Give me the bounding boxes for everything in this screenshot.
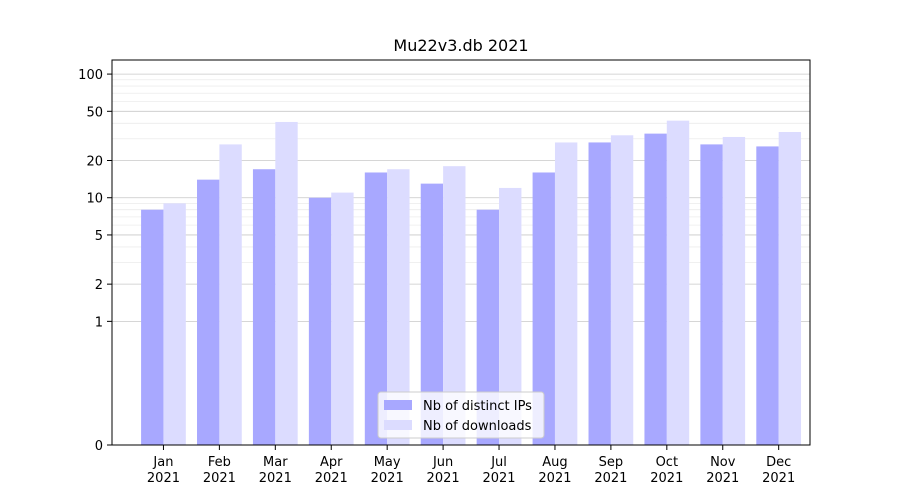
- bar-downloads-aug: [554, 142, 578, 445]
- bar-downloads-feb: [219, 144, 242, 445]
- y-tick-label: 20: [86, 155, 103, 170]
- y-tick-label: 100: [78, 68, 103, 83]
- x-tick-label-year: 2021: [650, 471, 683, 486]
- x-tick-label-month: Apr: [320, 455, 343, 470]
- y-tick-label: 50: [86, 105, 103, 120]
- y-tick-label: 2: [95, 278, 103, 293]
- bar-downloads-oct: [666, 120, 690, 446]
- x-tick-label-month: Nov: [710, 455, 736, 470]
- bar-downloads-nov: [722, 136, 746, 445]
- bar-distinct-ips-jan: [141, 209, 164, 445]
- y-tick-label: 0: [95, 439, 103, 454]
- x-tick-label-year: 2021: [538, 471, 571, 486]
- bar-downloads-sep: [610, 135, 634, 445]
- bar-distinct-ips-oct: [644, 133, 667, 445]
- bar-distinct-ips-feb: [197, 179, 220, 446]
- x-tick-label-month: Jul: [490, 455, 507, 470]
- x-tick-label-year: 2021: [706, 471, 739, 486]
- bar-downloads-jan: [163, 203, 186, 445]
- bar-distinct-ips-mar: [252, 169, 276, 445]
- x-tick-label-year: 2021: [427, 471, 460, 486]
- bars: [141, 120, 802, 446]
- x-tick-label-year: 2021: [259, 471, 292, 486]
- x-tick-label-year: 2021: [203, 471, 236, 486]
- x-tick-label-year: 2021: [371, 471, 404, 486]
- x-tick-label-month: Aug: [542, 455, 567, 470]
- bar-downloads-may: [387, 169, 410, 445]
- x-tick-label-month: Mar: [263, 455, 288, 470]
- chart-title: Mu22v3.db 2021: [393, 36, 528, 55]
- y-tick-label: 1: [95, 315, 103, 330]
- x-tick-label-year: 2021: [482, 471, 515, 486]
- x-tick-label-year: 2021: [315, 471, 348, 486]
- y-tick-label: 5: [95, 229, 103, 244]
- legend-swatch: [384, 400, 412, 410]
- bar-distinct-ips-may: [364, 172, 388, 446]
- x-tick-label-year: 2021: [147, 471, 180, 486]
- bar-distinct-ips-sep: [588, 142, 611, 445]
- legend-label: Nb of downloads: [423, 419, 532, 434]
- x-tick-label-month: Oct: [656, 455, 678, 470]
- legend-label: Nb of distinct IPs: [423, 399, 532, 414]
- bar-downloads-mar: [275, 121, 298, 445]
- x-tick-label-month: Sep: [599, 455, 624, 470]
- y-tick-label: 10: [86, 192, 103, 207]
- bar-distinct-ips-jun: [420, 183, 444, 445]
- bar-distinct-ips-aug: [532, 172, 555, 446]
- legend-swatch: [384, 420, 412, 430]
- bar-distinct-ips-nov: [700, 144, 723, 445]
- x-tick-label-year: 2021: [594, 471, 627, 486]
- x-tick-label-year: 2021: [762, 471, 795, 486]
- bar-distinct-ips-jul: [476, 209, 500, 445]
- x-tick-label-month: Jun: [432, 455, 453, 470]
- legend-box: [377, 391, 545, 439]
- bar-downloads-jun: [443, 166, 466, 445]
- x-tick-label-month: Feb: [208, 455, 231, 470]
- bar-downloads-apr: [331, 192, 354, 445]
- bar-distinct-ips-apr: [308, 197, 332, 445]
- x-tick-label-month: May: [374, 455, 401, 470]
- bar-downloads-jul: [499, 187, 522, 445]
- bar-downloads-dec: [778, 132, 802, 446]
- x-tick-label-month: Dec: [766, 455, 791, 470]
- x-tick-label-month: Jan: [152, 455, 173, 470]
- plot-frame: [111, 59, 811, 446]
- bar-distinct-ips-dec: [756, 146, 779, 445]
- legend: Nb of distinct IPs Nb of downloads: [377, 391, 545, 439]
- axes: Jan2021Feb2021Mar2021Apr2021May2021Jun20…: [78, 59, 811, 486]
